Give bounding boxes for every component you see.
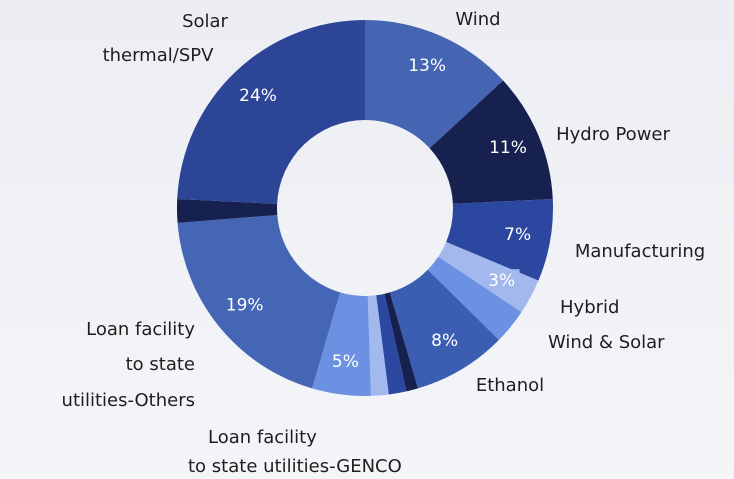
donut-slice [429,80,553,204]
donut-slice [376,293,407,395]
category-label: Manufacturing [575,241,705,262]
category-label: to state [126,354,195,375]
donut-slice [177,20,365,204]
value-label: 13% [408,56,446,76]
category-label: Wind & Solar [548,332,665,353]
label-box [483,269,520,294]
donut-slice [384,292,418,392]
donut-slice [446,199,553,281]
category-label: Loan facility [86,319,195,340]
value-label: 3% [488,271,515,291]
category-label: Ethanol [476,375,544,396]
category-label: Hybrid [560,297,619,318]
value-label: 7% [504,225,531,245]
value-label: 24% [239,86,277,106]
category-label: thermal/SPV [103,45,215,66]
category-label: Hydro Power [556,124,670,145]
donut-slice [427,256,522,340]
donut-slice [367,295,389,396]
donut-slice [365,20,504,149]
value-label: 11% [489,138,527,158]
category-label: Wind [455,9,500,30]
category-label: to state utilities-GENCO [188,456,402,477]
donut-slice [177,214,341,389]
donut-slice [177,199,278,223]
donut-slice [389,269,499,389]
value-label: 5% [332,352,359,372]
category-label: utilities-Others [62,390,195,411]
value-label: 8% [431,331,458,351]
value-label: 19% [226,296,264,316]
category-label: Loan facility [208,427,317,448]
donut-slice [312,292,371,397]
category-label: Solar [182,11,228,32]
